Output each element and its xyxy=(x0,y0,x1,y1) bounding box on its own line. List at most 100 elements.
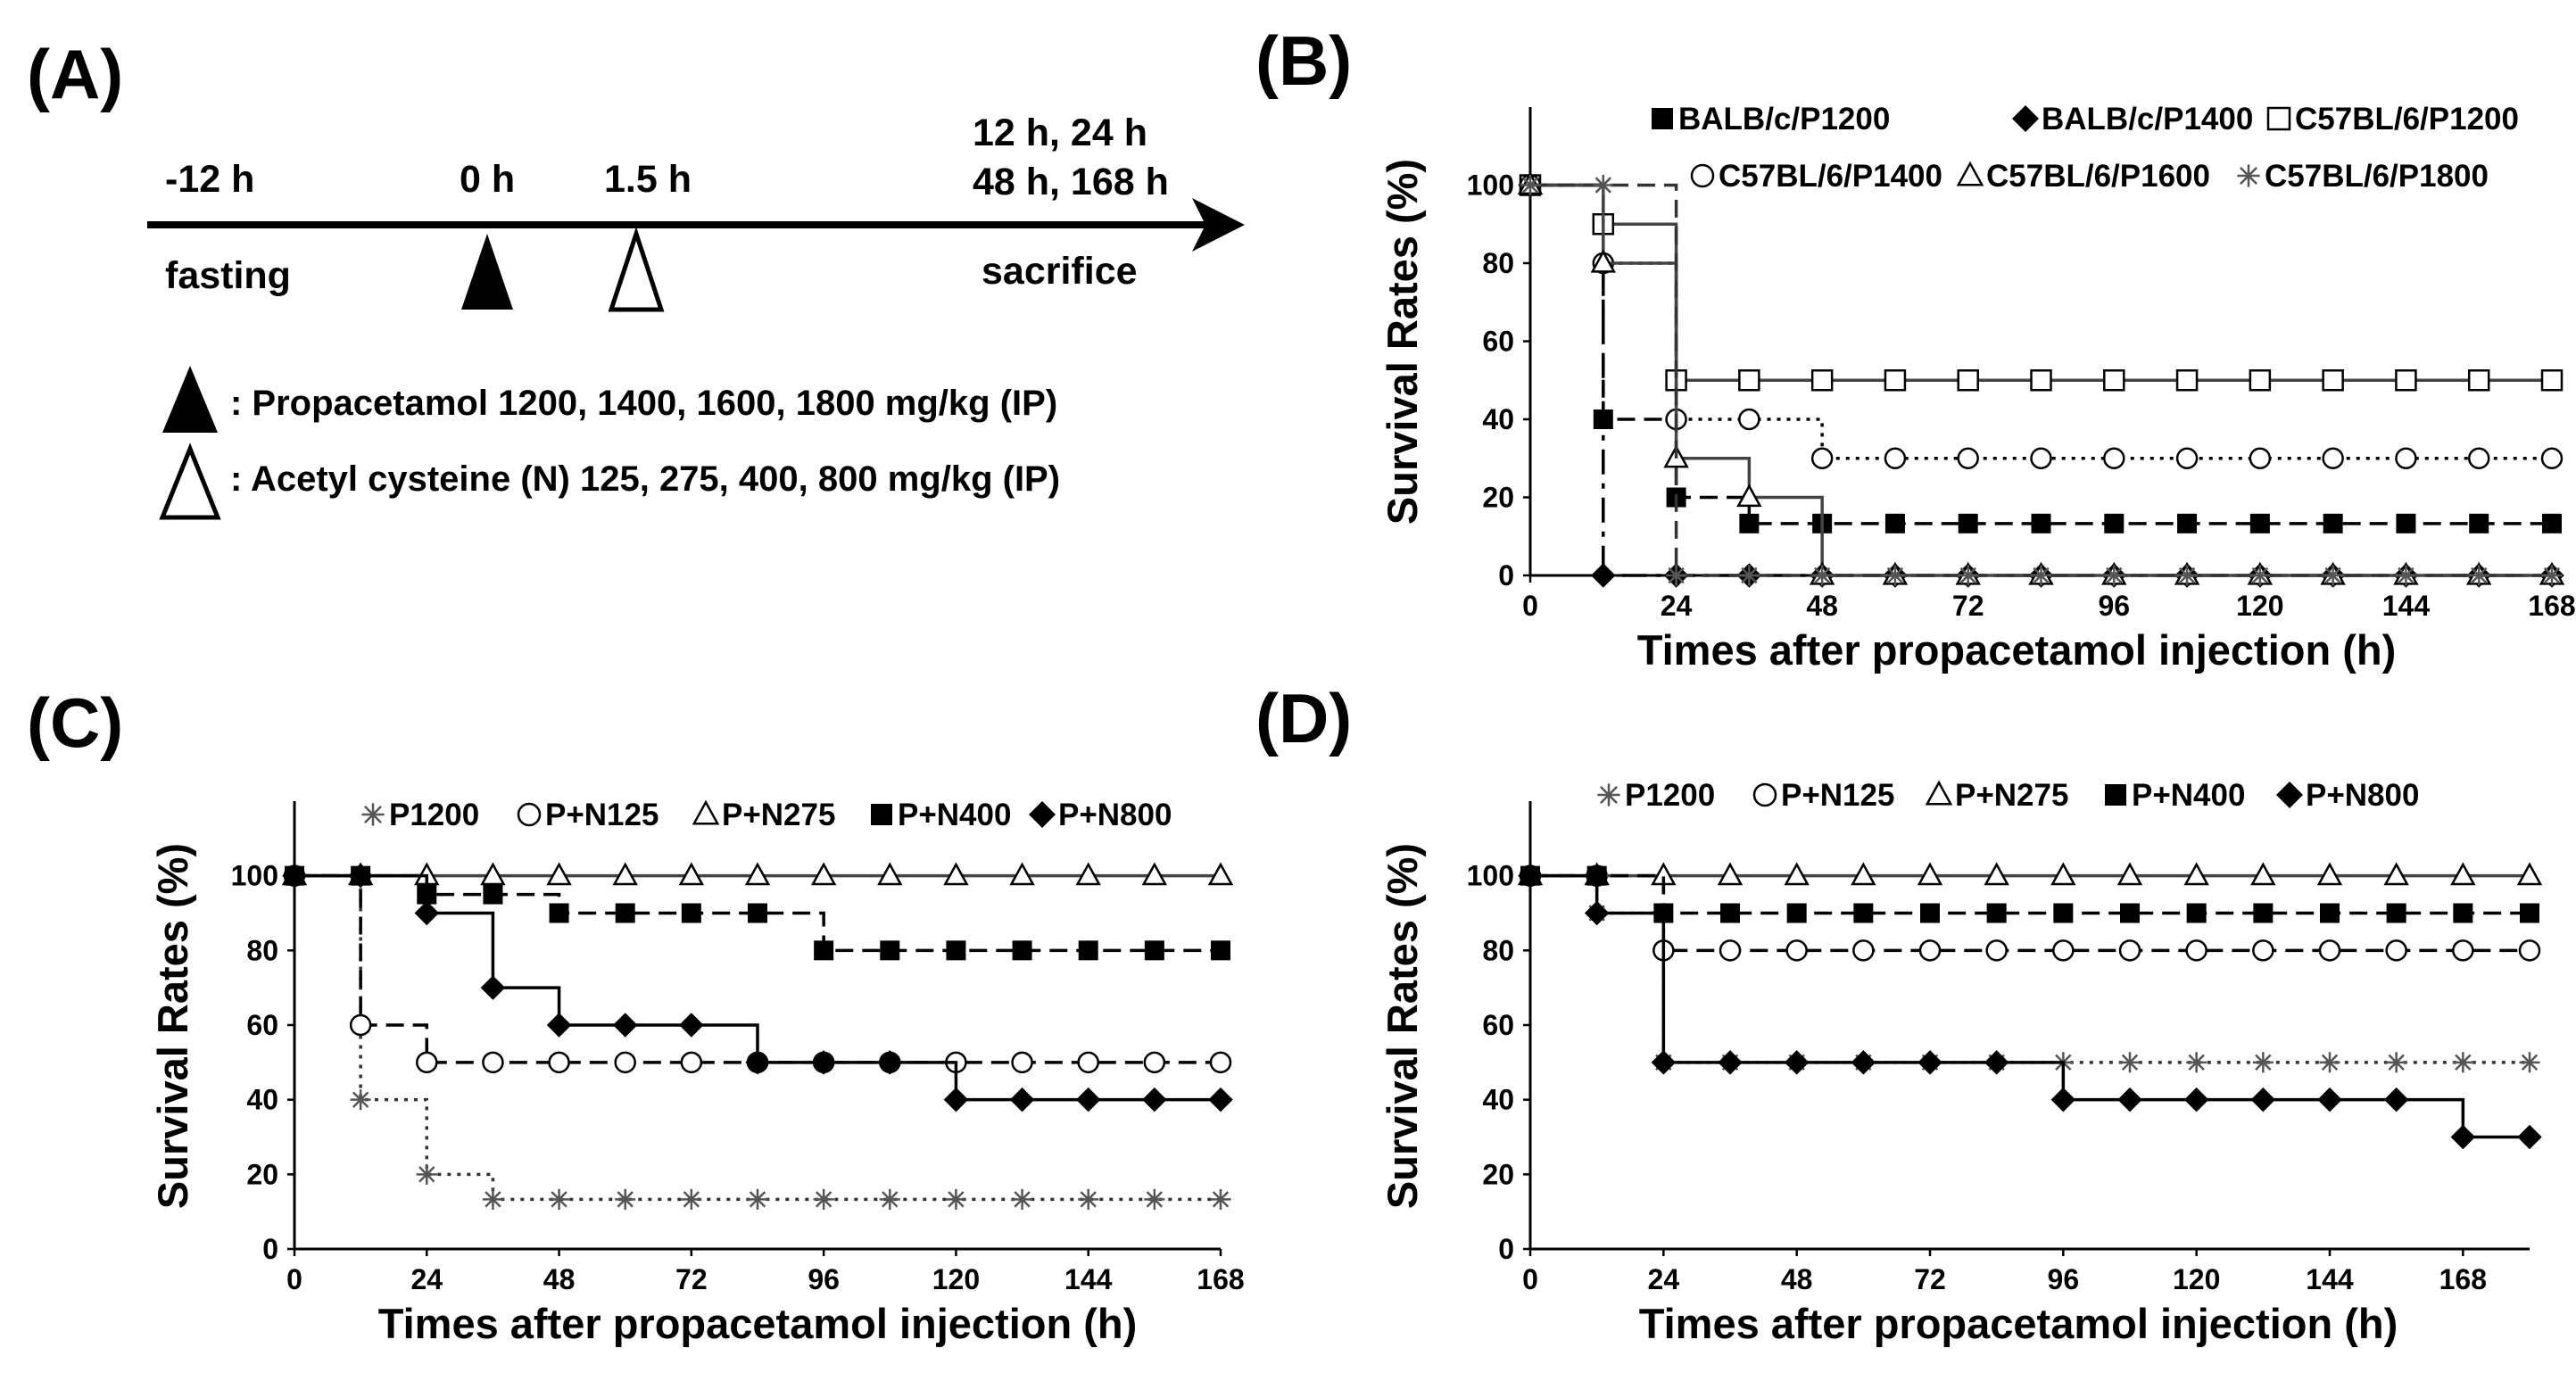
data-point-p-n125 xyxy=(1209,1051,1232,1074)
y-axis-title: Survival Rates (%) xyxy=(1379,843,1426,1209)
data-point-c57bl-6-p1800 xyxy=(2030,565,2052,586)
data-point-p-n125 xyxy=(2052,939,2075,962)
y-axis-title: Survival Rates (%) xyxy=(1379,159,1426,525)
y-tick-label: 80 xyxy=(1482,934,1514,966)
data-point-c57bl-6-p1200 xyxy=(2395,369,2417,392)
series-p-n800 xyxy=(282,863,1233,1112)
data-point-p1200 xyxy=(2386,1052,2407,1073)
data-point-p-n800 xyxy=(2383,1087,2409,1112)
data-point-p-n800 xyxy=(282,863,307,889)
data-point-p1200 xyxy=(813,1188,834,1210)
series-line-balb-c-p1200 xyxy=(1530,183,2552,525)
data-point-p-n275 xyxy=(877,862,903,886)
data-point-balb-c-p1200 xyxy=(2542,513,2562,533)
data-point-p-n400 xyxy=(615,903,635,923)
data-point-p-n400 xyxy=(1920,903,1940,923)
sacrifice-label: sacrifice xyxy=(982,250,1138,293)
series-line-p-n800 xyxy=(1530,873,2530,1139)
legend-marker-filled-square-icon xyxy=(2105,784,2126,806)
data-point-c57bl-6-p1400 xyxy=(1884,447,1907,469)
y-tick-label: 80 xyxy=(1482,247,1514,279)
data-point-c57bl-6-p1200 xyxy=(2175,369,2199,392)
x-tick-label: 48 xyxy=(1806,590,1838,622)
legend-marker-open-circle-icon xyxy=(517,802,542,827)
data-point-c57bl-6-p1200 xyxy=(2540,369,2564,392)
data-point-c57bl-6-p1600 xyxy=(1590,249,1616,273)
x-tick-label: 0 xyxy=(286,1263,302,1295)
data-point-p-n400 xyxy=(2186,903,2207,923)
data-point-c57bl-6-p1200 xyxy=(2467,369,2490,392)
legend-label: P+N400 xyxy=(2132,778,2245,813)
data-point-p-n800 xyxy=(2517,1124,2542,1150)
x-tick-label: 96 xyxy=(808,1263,840,1295)
data-point-c57bl-6-p1800 xyxy=(1884,565,1906,586)
x-tick-label: 0 xyxy=(1522,590,1538,622)
x-tick-label: 72 xyxy=(675,1263,708,1295)
data-point-p-n800 xyxy=(1651,1050,1677,1075)
x-tick-label: 96 xyxy=(2098,590,2130,622)
data-point-balb-c-p1200 xyxy=(1884,513,1905,533)
data-point-p-n800 xyxy=(1518,863,1543,889)
legend-label: P+N275 xyxy=(1955,778,2068,813)
legend-marker-open-square-icon xyxy=(2266,106,2291,131)
propacetamol-dose-marker-icon xyxy=(461,234,513,310)
data-point-p-n400 xyxy=(1853,903,1874,923)
legend-item-balb-c-p1200: BALB/c/P1200 xyxy=(1652,102,1890,136)
data-point-balb-c-p1200 xyxy=(1958,513,1978,533)
data-point-c57bl-6-p1200 xyxy=(2103,369,2125,392)
legend-item-p-n800: P+N800 xyxy=(2276,778,2419,813)
data-point-c57bl-6-p1600 xyxy=(1736,484,1762,508)
x-tick-label: 72 xyxy=(1914,1263,1946,1295)
x-tick-label: 120 xyxy=(2173,1263,2220,1295)
y-tick-label: 100 xyxy=(231,860,278,892)
data-point-balb-c-p1400 xyxy=(1591,563,1616,588)
data-point-balb-c-p1200 xyxy=(2104,513,2125,533)
y-tick-label: 20 xyxy=(246,1158,278,1190)
data-point-p1200 xyxy=(2319,1052,2340,1073)
data-point-p-n125 xyxy=(2118,939,2141,962)
legend-marker-asterisk-icon xyxy=(1597,783,1620,806)
data-point-p-n275 xyxy=(744,862,771,886)
data-point-p-n800 xyxy=(348,863,373,889)
series-p1200 xyxy=(1520,865,2540,1073)
data-point-c57bl-6-p1800 xyxy=(2541,565,2563,586)
series-p-n275 xyxy=(1517,862,2543,886)
x-tick-label: 168 xyxy=(2528,590,2575,622)
data-point-c57bl-6-p1200 xyxy=(1738,369,1760,392)
data-point-c57bl-6-p1800 xyxy=(2323,565,2344,586)
data-point-balb-c-p1200 xyxy=(2249,513,2270,533)
data-point-c57bl-6-p1800 xyxy=(1958,565,1979,586)
data-point-p-n800 xyxy=(1142,1087,1167,1112)
legend-label: P1200 xyxy=(1625,778,1715,813)
data-point-p-n125 xyxy=(349,1013,372,1037)
y-tick-label: 0 xyxy=(1498,559,1514,591)
data-point-p-n125 xyxy=(2252,939,2274,962)
legend-item-p-n125: P+N125 xyxy=(1752,778,1894,813)
panel-c: (C) 0 24 48 72 96 120 144 168 0 20 40 60 80 100 Times … xyxy=(27,683,1245,1347)
data-point-p-n400 xyxy=(748,903,767,923)
data-point-c57bl-6-p1800 xyxy=(1738,565,1760,586)
series-c57bl-6-p1800 xyxy=(1520,174,2563,586)
data-point-p-n400 xyxy=(2453,903,2473,923)
data-point-p-n800 xyxy=(414,900,440,926)
data-point-p-n400 xyxy=(880,940,900,961)
legend-label: C57BL/6/P1400 xyxy=(1719,159,1942,194)
data-point-p1200 xyxy=(2452,1052,2473,1073)
data-point-p1200 xyxy=(1012,1188,1033,1210)
data-point-p-n800 xyxy=(745,1050,770,1075)
data-point-c57bl-6-p1400 xyxy=(2103,447,2125,469)
data-point-p-n800 xyxy=(679,1013,704,1038)
data-point-p-n800 xyxy=(546,1013,572,1038)
series-balb-c-p1200 xyxy=(1520,175,2562,533)
legend-marker-filled-square-icon xyxy=(1652,108,1673,129)
data-point-p-n400 xyxy=(2386,903,2406,923)
legend-label: C57BL/6/P1600 xyxy=(1986,159,2210,194)
data-point-p-n800 xyxy=(811,1050,836,1075)
x-tick-label: 144 xyxy=(2382,590,2431,622)
data-point-p1200 xyxy=(2519,1052,2540,1073)
data-point-p-n275 xyxy=(810,862,837,886)
y-tick-label: 40 xyxy=(1482,403,1514,435)
data-point-p-n800 xyxy=(2050,1087,2076,1112)
x-tick-label: 0 xyxy=(1522,1263,1538,1295)
legend-item-p1200: P1200 xyxy=(1597,778,1715,813)
